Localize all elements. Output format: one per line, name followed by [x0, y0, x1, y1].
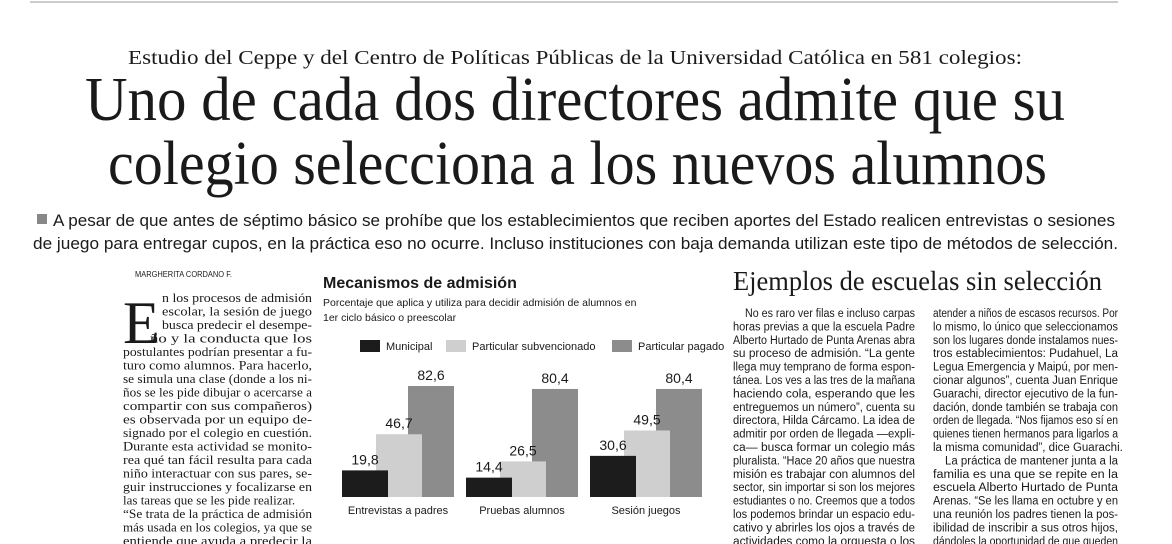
- headline: Uno de cada dos directores admite que su: [85, 66, 1065, 134]
- bar: [466, 477, 512, 497]
- body-text-line: cativo y abrirles los ojos a través de: [733, 522, 915, 534]
- body-text-line: Durante esta actividad se monito-: [123, 439, 312, 454]
- legend-label: Municipal: [386, 341, 432, 353]
- lead: A pesar de que antes de séptimo básico s…: [53, 211, 1115, 230]
- body-text-line: No es raro ver filas e incluso carpas: [745, 308, 915, 320]
- lead: de juego para entregar cupos, en la prác…: [33, 234, 1118, 253]
- sidebar-title: Ejemplos de escuelas sin selección: [733, 266, 1102, 296]
- value-label: 82,6: [417, 367, 444, 383]
- body-text-line: se simula una clase (donde a los ni-: [123, 371, 312, 386]
- body-text-line: escuela Alberto Hurtado de Punta: [933, 482, 1119, 494]
- bar: [590, 455, 636, 497]
- value-label: 80,4: [665, 370, 692, 386]
- body-text-line: haciendo cola, esperando que les: [733, 388, 915, 400]
- body-text-line: los podemos brindar un espacio edu-: [733, 509, 915, 521]
- chart-subtitle: Porcentaje que aplica y utiliza para dec…: [323, 297, 637, 309]
- bar: [342, 470, 388, 497]
- body-text-line: la misma comunidad”, dice Guarachi.: [933, 442, 1123, 454]
- body-text-line: una reunión los padres tienen la pos-: [933, 509, 1118, 521]
- body-text-line: rea qué tan fácil resulta para cada: [123, 452, 312, 467]
- chart-title: Mecanismos de admisión: [323, 275, 517, 292]
- body-text-line: lo mismo, lo único que seleccionamos: [933, 321, 1118, 333]
- value-label: 26,5: [509, 442, 536, 458]
- category-label: Sesión juegos: [611, 505, 681, 517]
- body-text-line: misión es trabajar con alumnos del: [733, 469, 915, 481]
- body-text-line: son los lugares donde instalamos nues-: [933, 335, 1118, 347]
- body-text-line: ibilidad de inscribir a sus otros hijos,: [933, 522, 1118, 534]
- legend-swatch: [360, 340, 380, 352]
- body-text-line: tros establecimientos: Pudahuel, La: [933, 348, 1119, 360]
- body-text-line: ca— busca formar un colegio más: [733, 442, 915, 454]
- body-text-line: cionar algunos”, cuenta Juan Enrique: [933, 375, 1118, 387]
- legend-swatch: [446, 340, 466, 352]
- legend-label: Particular subvencionado: [472, 341, 596, 353]
- byline: MARGHERITA CORDANO F.: [135, 270, 232, 279]
- value-label: 14,4: [475, 459, 502, 475]
- legend-label: Particular pagado: [638, 341, 724, 353]
- body-text-line: n los procesos de admisión: [162, 290, 313, 305]
- body-text-line: compartir con sus compañeros): [123, 398, 312, 413]
- body-text-line: actividades como la orquesta o los: [733, 536, 915, 544]
- body-text-line: atender a niños de escasos recursos. Por: [933, 308, 1118, 320]
- body-text-line: es observada por un equipo de-: [123, 412, 312, 427]
- legend-swatch: [612, 340, 632, 352]
- body-text-line: orden de llegada. “Nos fijamos eso sí en: [933, 415, 1118, 427]
- body-text-line: Arenas. “Se les llama en octubre y en: [933, 496, 1118, 508]
- headline: colegio selecciona a los nuevos alumnos: [108, 130, 1047, 198]
- category-label: Pruebas alumnos: [479, 505, 565, 517]
- body-text-line: escolar, la sesión de juego: [162, 304, 312, 319]
- value-label: 49,5: [633, 411, 660, 427]
- body-text-line: Legua Emergencia y Maipú, por men-: [933, 362, 1118, 374]
- value-label: 30,6: [599, 437, 626, 453]
- body-text-line: entreguemos un número”, cuenta su: [733, 402, 915, 414]
- body-text-line: dándoles la oportunidad de que queden: [933, 536, 1118, 544]
- drop-cap: E: [123, 290, 160, 356]
- body-text-line: Guarachi, director ejecutivo de la fun-: [933, 388, 1118, 400]
- value-label: 80,4: [541, 370, 568, 386]
- body-text-line: dación, donde también se trabaja con: [933, 402, 1118, 414]
- body-text-line: niño interactuar con sus pares, se-: [123, 466, 312, 481]
- body-text-line: admitir por orden de llegada —expli-: [733, 429, 915, 441]
- value-label: 19,8: [351, 451, 378, 467]
- lead-bullet: [37, 214, 47, 224]
- body-text-line: ño y la conducta que los: [150, 331, 312, 346]
- body-text-line: guir instrucciones y focalizarse en: [123, 479, 313, 494]
- body-text-line: busca predecir el desempe-: [162, 317, 312, 332]
- body-text-line: su proceso de admisión. “La gente: [733, 348, 915, 360]
- body-text-line: sector, sin importar si son los mejores: [733, 482, 915, 494]
- body-text-line: pluralista. “Hace 20 años que nuestra: [733, 455, 916, 467]
- body-text-line: La práctica de mantener junta a la: [945, 455, 1119, 467]
- chart-subtitle: 1er ciclo básico o preescolar: [323, 312, 457, 324]
- body-text-line: tánea. Los ves a las tres de la mañana: [733, 375, 916, 387]
- body-text-line: llega muy temprano de forma espon-: [733, 362, 915, 374]
- body-text-line: estudiantes o no. Creemos que a todos: [733, 496, 915, 508]
- body-text-line: postulantes podrían presentar a fu-: [123, 344, 312, 359]
- body-text-line: “Se trata de la práctica de admisión: [123, 506, 313, 521]
- body-text-line: signado por el colegio en cuestión.: [123, 425, 312, 440]
- body-text-line: turo como alumnos. Para hacerlo,: [123, 358, 312, 373]
- body-text-line: entiende que ayuda a predecir la: [123, 533, 312, 544]
- body-text-line: horas previas a que la escuela Padre: [733, 321, 915, 333]
- body-text-line: directora, Hilda Cárcamo. La idea de: [733, 415, 915, 427]
- body-text-line: quienes tienen hermanos para ligarlos a: [933, 429, 1119, 441]
- body-text-line: las tareas que se les pide realizar.: [123, 493, 295, 508]
- body-text-line: ños se les pide dibujar o acercarse a: [123, 385, 312, 400]
- value-label: 46,7: [385, 415, 412, 431]
- kicker: Estudio del Ceppe y del Centro de Políti…: [128, 47, 1022, 69]
- category-label: Entrevistas a padres: [348, 505, 449, 517]
- body-text-line: Alberto Hurtado de Punta Arenas abra: [733, 335, 916, 347]
- body-text-line: más usada en los colegios, ya que se: [123, 520, 312, 535]
- body-text-line: familia es una que se repite en la: [933, 469, 1119, 481]
